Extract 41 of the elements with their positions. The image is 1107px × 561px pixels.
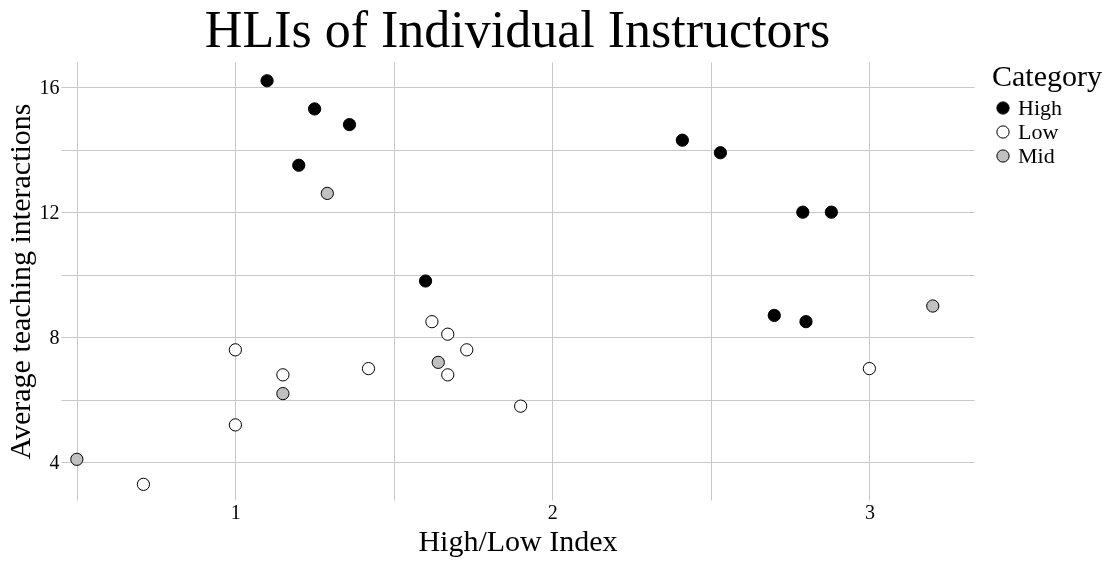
point (136, 477, 151, 491)
legend-title: Category (992, 59, 1102, 92)
point (342, 117, 357, 132)
point (799, 315, 813, 329)
y-axis-title: Average teaching interactions (2, 103, 36, 460)
point (418, 274, 433, 288)
point (361, 361, 376, 376)
x-tick-label: 3 (864, 500, 875, 523)
point (767, 308, 781, 323)
y-tick-label: 4 (49, 450, 60, 473)
point (926, 299, 940, 313)
y-tick-label: 8 (49, 325, 60, 348)
point (514, 399, 528, 413)
point (441, 368, 455, 382)
point (425, 315, 439, 329)
point (228, 343, 242, 357)
legend-label: Mid (1018, 143, 1055, 168)
y-tick-label: 12 (39, 200, 60, 223)
point (70, 452, 84, 466)
legend-label: Low (1018, 119, 1059, 144)
point (441, 327, 455, 341)
point (307, 102, 322, 116)
point (824, 205, 838, 219)
x-tick-label: 1 (230, 500, 241, 523)
point (228, 418, 242, 432)
point (796, 205, 810, 219)
point (460, 343, 474, 357)
chart-title: HLIs of Individual Instructors (204, 1, 831, 58)
point (675, 133, 689, 147)
point (320, 186, 334, 201)
point (431, 355, 445, 369)
point (862, 361, 877, 376)
x-axis-title: High/Low Index (418, 523, 618, 557)
point (713, 146, 728, 160)
y-tick-label: 16 (39, 75, 60, 98)
point (276, 387, 290, 401)
legend-label: High (1018, 95, 1062, 120)
point (260, 74, 274, 88)
x-tick-label: 2 (547, 500, 558, 523)
point (276, 368, 290, 382)
point (292, 158, 306, 172)
